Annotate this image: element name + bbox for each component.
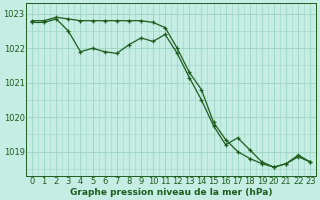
X-axis label: Graphe pression niveau de la mer (hPa): Graphe pression niveau de la mer (hPa): [70, 188, 272, 197]
